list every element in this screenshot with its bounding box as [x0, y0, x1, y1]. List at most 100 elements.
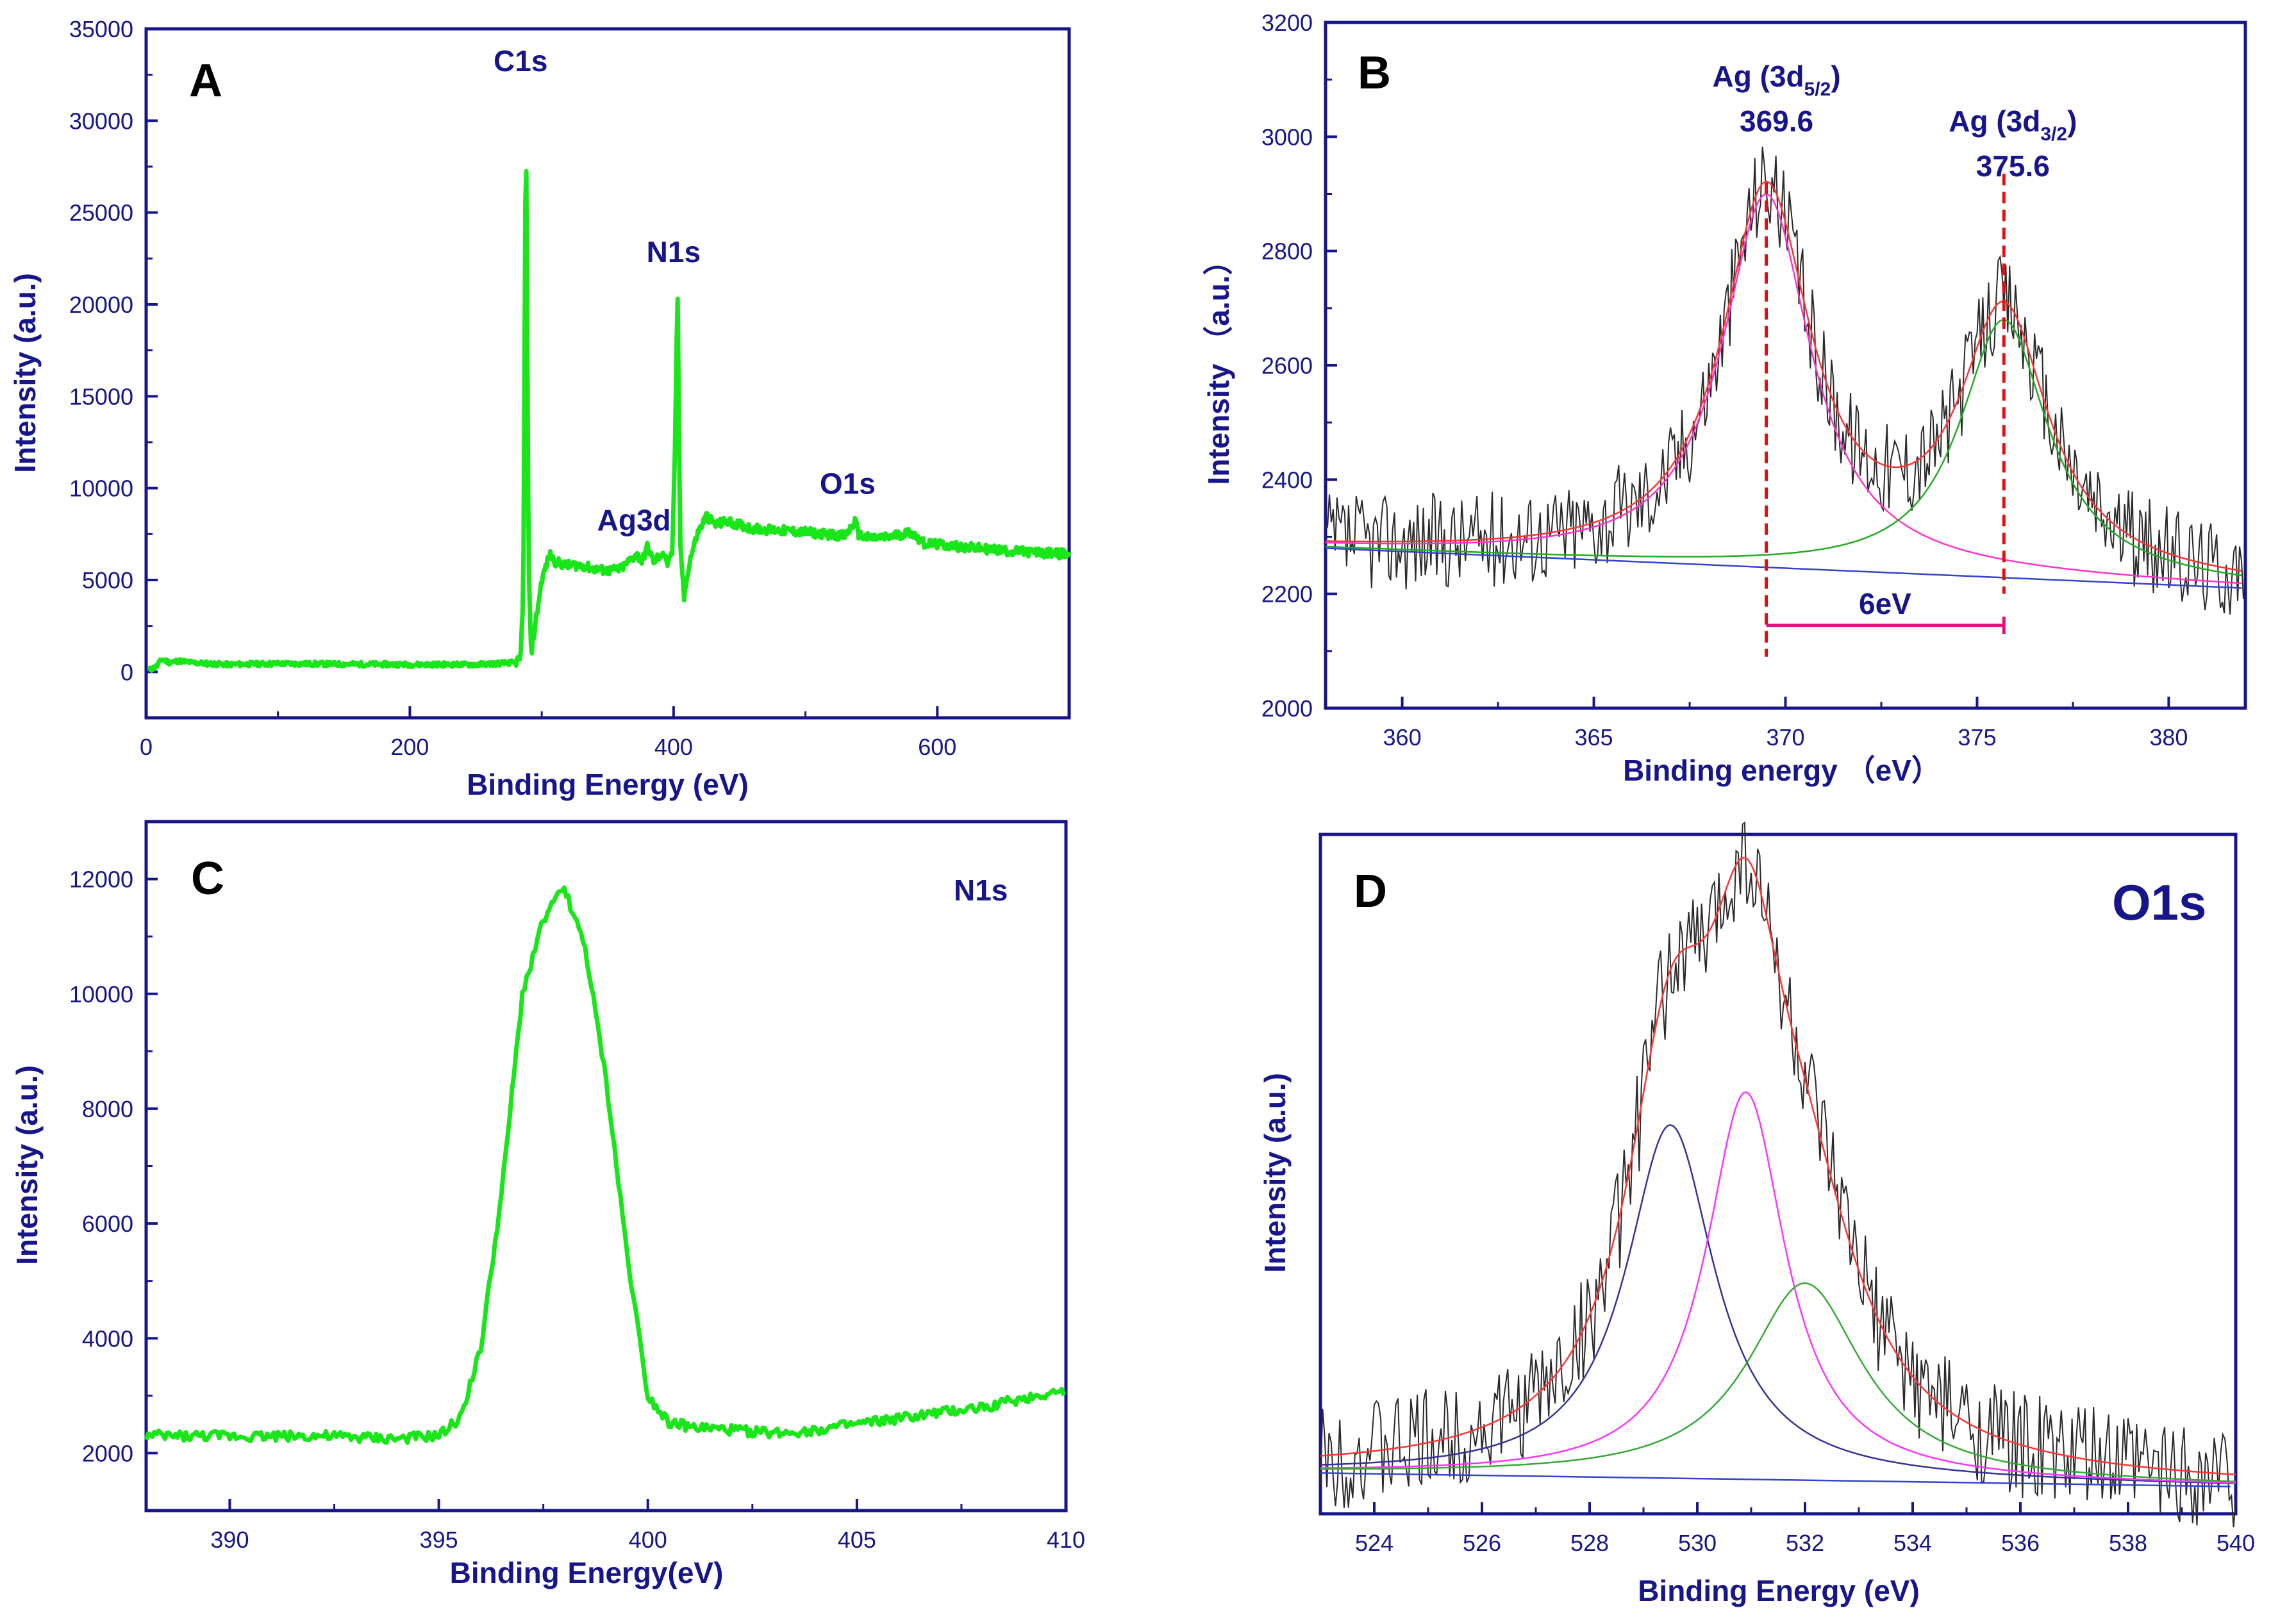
y-tick-label-a: 0: [121, 659, 133, 685]
panel-label-b: B: [1358, 47, 1391, 99]
panel-label-a: A: [189, 55, 222, 106]
x-tick-label-a: 400: [654, 734, 693, 760]
x-ticks-d: 524 526 528 530 532 534 536 538 540: [1355, 1502, 2255, 1556]
curves-a: [147, 169, 1072, 673]
survey-spectrum-line: [147, 169, 1072, 673]
plot-frame-a: [144, 27, 1071, 720]
panel-label-d: D: [1354, 866, 1387, 917]
panel-c: 2000 4000 6000 8000 10000 12000 390 395 400 405 4…: [10, 820, 1085, 1589]
x-tick-label-c: 395: [420, 1527, 458, 1553]
y-axis-label-c: Intensity (a.u.): [10, 1065, 44, 1265]
ag3d52-component: [1325, 193, 2242, 584]
y-tick-label-a: 20000: [69, 292, 133, 318]
x-tick-label-d: 540: [2217, 1530, 2255, 1556]
ag3d32-label-sub: 3/2: [2040, 124, 2067, 145]
ag3d-baseline: [1325, 547, 2242, 589]
x-tick-label-b: 375: [1958, 724, 1996, 750]
x-tick-label-d: 530: [1678, 1530, 1717, 1556]
ag3d32-value: 375.6: [1976, 149, 2050, 183]
x-tick-label-a: 600: [918, 734, 956, 760]
ag3d32-label-close: ): [2067, 104, 2077, 138]
y-tick-label-a: 30000: [69, 108, 133, 134]
annotations-a: C1s N1s Ag3d O1s: [494, 44, 876, 537]
panel-a: 0 5000 10000 15000 20000 25000 30000 35000 0 200…: [8, 16, 1072, 801]
y-tick-label-b: 3000: [1261, 124, 1313, 150]
x-tick-label-d: 538: [2109, 1530, 2147, 1556]
y-tick-label-b: 2400: [1261, 467, 1313, 493]
y-tick-label-c: 10000: [69, 981, 133, 1007]
x-tick-label-c: 410: [1047, 1527, 1085, 1553]
y-tick-label-b: 2800: [1261, 238, 1313, 265]
y-tick-label-a: 25000: [69, 200, 133, 226]
x-tick-label-c: 405: [838, 1527, 876, 1553]
y-axis-label-d: Intensity (a.u.): [1258, 1073, 1292, 1273]
splitting-label: 6eV: [1859, 587, 1911, 620]
o1s-component-1: [1320, 1123, 2236, 1484]
o1s-component-3: [1320, 1282, 2236, 1482]
x-tick-label-a: 200: [390, 734, 429, 760]
ag3d52-label-main: Ag (3d: [1713, 60, 1804, 93]
annotation-o1s-d: O1s: [2112, 874, 2206, 931]
x-axis-label-a: Binding Energy (eV): [467, 768, 749, 801]
y-tick-label-b: 2200: [1261, 581, 1313, 608]
ag3d32-component: [1325, 319, 2242, 577]
x-tick-label-c: 400: [629, 1527, 667, 1553]
peak-label-ag3d: Ag3d: [597, 504, 671, 537]
o1s-envelope-fit: [1320, 856, 2236, 1476]
n1s-spectrum-line: [144, 885, 1067, 1445]
x-tick-label-d: 534: [1893, 1530, 1932, 1556]
panel-d: 524 526 528 530 532 534 536 538 540 D O1s Bindin…: [1258, 821, 2255, 1607]
y-tick-label-a: 35000: [69, 16, 133, 42]
x-tick-label-d: 528: [1570, 1530, 1609, 1556]
x-tick-label-c: 390: [210, 1527, 249, 1553]
ag3d32-label: Ag (3d3/2): [1949, 104, 2077, 145]
curves-b: [1325, 146, 2244, 615]
o1s-baseline: [1320, 1472, 2231, 1487]
x-ticks-b: 360 365 370 375 380: [1383, 697, 2188, 750]
y-axis-label-a: Intensity (a.u.): [8, 273, 42, 473]
ag3d-raw-spectrum: [1325, 146, 2244, 615]
y-ticks-c: 2000 4000 6000 8000 10000 12000: [69, 866, 158, 1466]
y-tick-label-c: 12000: [69, 866, 133, 893]
peak-label-c1s: C1s: [494, 44, 547, 78]
y-tick-label-b: 2000: [1261, 695, 1313, 722]
curves-c: [144, 885, 1067, 1445]
annotation-n1s-c: N1s: [954, 874, 1008, 907]
y-tick-label-c: 6000: [82, 1211, 133, 1237]
y-tick-label-b: 2600: [1261, 352, 1313, 379]
y-tick-label-b: 3200: [1261, 10, 1313, 36]
ag3d-envelope-fit: [1325, 180, 2242, 572]
y-tick-label-a: 5000: [82, 567, 133, 593]
x-tick-label-d: 536: [2001, 1530, 2040, 1556]
o1s-raw-spectrum: [1320, 821, 2236, 1528]
y-tick-label-c: 8000: [82, 1096, 133, 1122]
curves-d: [1320, 821, 2236, 1528]
o1s-component-2: [1320, 1091, 2236, 1484]
x-tick-label-a: 0: [140, 734, 153, 760]
ag3d52-value: 369.6: [1740, 104, 1813, 138]
x-axis-label-c: Binding Energy(eV): [450, 1556, 724, 1589]
x-axis-label-b: Binding energy （eV）: [1623, 754, 1941, 787]
peak-label-n1s: N1s: [647, 235, 701, 269]
x-tick-label-d: 524: [1355, 1530, 1393, 1556]
x-tick-label-d: 526: [1463, 1530, 1501, 1556]
y-axis-label-b: Intensity （a.u.）: [1202, 245, 1235, 485]
y-tick-label-c: 4000: [82, 1325, 133, 1352]
plot-frame-c: [144, 820, 1068, 1512]
x-ticks-a: 0 200 400 600: [140, 706, 956, 760]
y-tick-label-c: 2000: [82, 1440, 133, 1466]
peak-label-o1s: O1s: [820, 467, 876, 500]
y-ticks-b: 2000 2200 2400 2600 2800 3000 3200: [1261, 10, 1337, 722]
y-tick-label-a: 10000: [69, 476, 133, 502]
plot-frame-d: [1319, 833, 2238, 1516]
x-axis-label-d: Binding Energy (eV): [1638, 1574, 1920, 1607]
ag3d52-label-close: ): [1831, 60, 1840, 93]
x-tick-label-b: 365: [1575, 724, 1613, 750]
y-tick-label-a: 15000: [69, 383, 133, 410]
x-tick-label-d: 532: [1786, 1530, 1824, 1556]
panel-label-c: C: [191, 853, 224, 904]
panel-b: 2000 2200 2400 2600 2800 3000 3200 360 365 370 37…: [1202, 10, 2247, 787]
x-ticks-c: 390 395 400 405 410: [210, 1499, 1085, 1553]
